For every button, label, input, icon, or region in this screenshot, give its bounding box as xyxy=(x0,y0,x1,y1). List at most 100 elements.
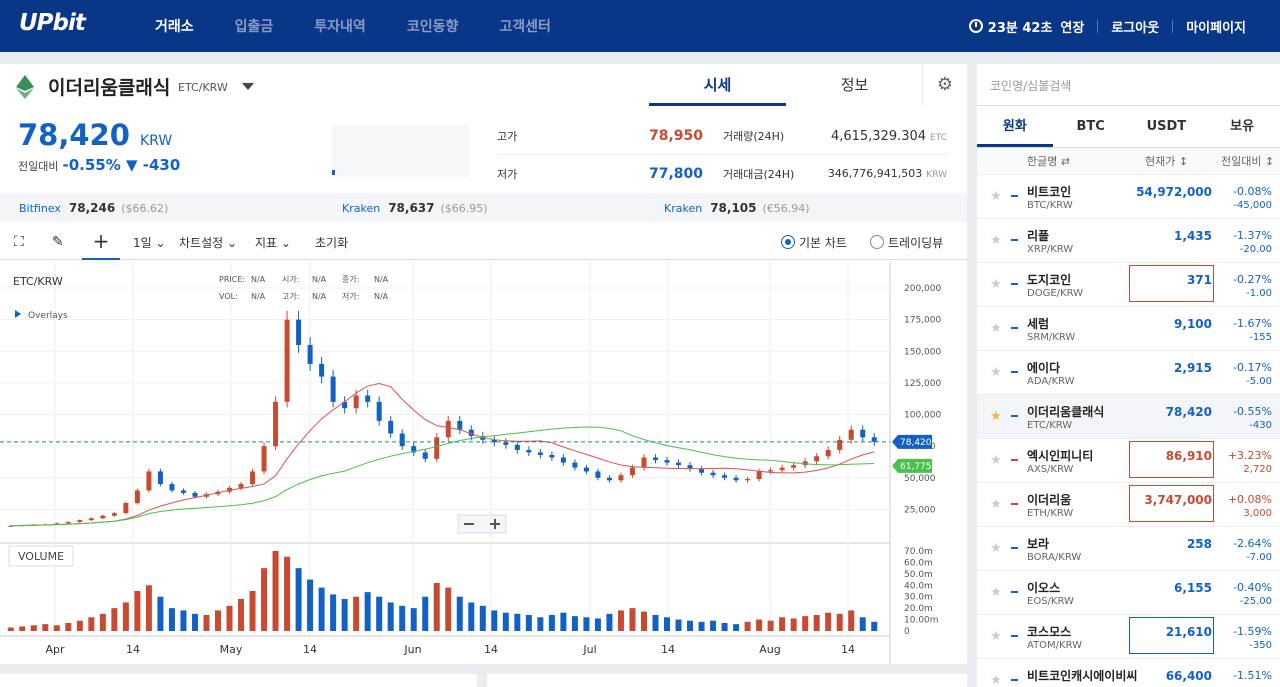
logout-button[interactable]: 로그아웃 xyxy=(1111,20,1160,36)
volume-bar xyxy=(721,623,728,631)
coin-name[interactable]: 이더리움클래식 xyxy=(48,77,171,99)
coin-name: 이더리움 xyxy=(1027,493,1072,507)
coin-price: 78,420 xyxy=(1165,405,1212,419)
mypage-button[interactable]: 마이페이지 xyxy=(1186,20,1246,36)
x-tick-label: Apr xyxy=(45,643,65,656)
col-name[interactable]: 한글명 ⇄ xyxy=(1027,155,1071,168)
radio-icon xyxy=(870,235,884,249)
market-row[interactable]: ★ 이오스 EOS/KRW 6,155 -0.40% -25.00 xyxy=(977,571,1280,615)
volume-tick-label: 10.00m xyxy=(904,616,939,626)
volume-tick-label: 50.0m xyxy=(904,570,933,580)
favorite-star-icon[interactable]: ★ xyxy=(990,497,1002,512)
tab-usdt[interactable]: USDT xyxy=(1146,119,1187,134)
interval-select[interactable]: 1일 ⌄ xyxy=(133,236,166,250)
candlestick-chart[interactable]: 200,000175,000150,000125,000100,00075,00… xyxy=(0,261,967,664)
reset-button[interactable]: 초기화 xyxy=(315,236,349,250)
candle-body xyxy=(273,401,279,447)
market-row[interactable]: ★ 비트코인캐시에이비씨 66,400 -1.51% xyxy=(977,659,1280,687)
favorite-star-icon[interactable]: ★ xyxy=(990,409,1002,424)
favorite-star-icon[interactable]: ★ xyxy=(990,189,1002,204)
favorite-star-icon[interactable]: ★ xyxy=(990,233,1002,248)
exchange-price-item[interactable]: Kraken 78,105 (€56.94) xyxy=(664,201,810,215)
col-change[interactable]: 전일대비 ↕ xyxy=(1221,155,1275,168)
favorite-star-icon[interactable]: ★ xyxy=(990,277,1002,292)
volume-bar xyxy=(238,599,245,631)
exchange-price-item[interactable]: Bitfinex 78,246 ($66.62) xyxy=(19,201,168,215)
pencil-icon[interactable]: ✎ xyxy=(52,234,64,250)
tab-krw[interactable]: 원화 xyxy=(977,106,1053,147)
upbit-logo[interactable]: UPbit xyxy=(19,10,86,36)
price-value: 78,420 xyxy=(18,118,130,152)
tab-btc[interactable]: BTC xyxy=(1076,119,1105,134)
market-row[interactable]: ★ 보라 BORA/KRW 258 -2.64% -7.00 xyxy=(977,527,1280,571)
volume-bar xyxy=(560,612,567,631)
coin-change: -5.00 xyxy=(1246,376,1272,387)
price-chart[interactable]: 200,000175,000150,000125,000100,00075,00… xyxy=(0,261,967,664)
exchange-price-item[interactable]: Kraken 78,637 ($66.95) xyxy=(342,201,488,215)
volume-tick-label: 40.0m xyxy=(904,581,933,591)
tradingview-radio[interactable]: 트레이딩뷰 xyxy=(870,234,943,251)
volume-bar xyxy=(53,625,60,631)
coin-name: 엑시인피니티 xyxy=(1027,449,1094,463)
nav-deposit[interactable]: 입출금 xyxy=(234,19,274,35)
nav-exchange[interactable]: 거래소 xyxy=(155,19,194,35)
volume-bar xyxy=(790,618,797,631)
market-row[interactable]: ★ 에이다 ADA/KRW 2,915 -0.17% -5.00 xyxy=(977,351,1280,395)
amount-unit: KRW xyxy=(926,170,947,180)
extend-button[interactable]: 연장 xyxy=(1060,20,1085,36)
nav-trends[interactable]: 코인동향 xyxy=(406,19,459,35)
ethereum-classic-icon xyxy=(16,75,34,99)
market-row[interactable]: ★ 이더리움 ETH/KRW 3,747,000 +0.08% 3,000 xyxy=(977,483,1280,527)
price-unit: KRW xyxy=(140,133,173,149)
volume-label: VOLUME xyxy=(18,550,64,563)
fullscreen-icon[interactable]: ⛶ xyxy=(14,234,24,250)
volume-bar xyxy=(502,612,509,631)
favorite-star-icon[interactable]: ★ xyxy=(990,673,1002,687)
favorite-star-icon[interactable]: ★ xyxy=(990,365,1002,380)
volume-bar xyxy=(261,568,268,631)
coin-dropdown-icon[interactable] xyxy=(242,83,254,90)
candle-body xyxy=(848,429,854,440)
market-row[interactable]: ★ 이더리움클래식 ETC/KRW 78,420 -0.55% -430 xyxy=(977,395,1280,439)
volume-bar xyxy=(583,617,590,631)
chart-settings-select[interactable]: 차트설정 ⌄ xyxy=(179,236,238,250)
coin-change: -20.00 xyxy=(1239,244,1272,255)
volume-bar xyxy=(399,605,406,631)
nav-support[interactable]: 고객센터 xyxy=(499,19,551,35)
favorite-star-icon[interactable]: ★ xyxy=(990,541,1002,556)
y-tick-label: 50,000 xyxy=(904,474,936,484)
market-row[interactable]: ★ 세럼 SRM/KRW 9,100 -1.67% -155 xyxy=(977,307,1280,351)
basic-chart-radio[interactable]: 기본 차트 xyxy=(781,234,847,251)
trend-mark xyxy=(1011,195,1018,197)
favorite-star-icon[interactable]: ★ xyxy=(990,585,1002,600)
indicator-select[interactable]: 지표 ⌄ xyxy=(255,236,291,250)
favorite-star-icon[interactable]: ★ xyxy=(990,321,1002,336)
tab-holdings[interactable]: 보유 xyxy=(1230,119,1255,134)
volume-label-box xyxy=(8,545,74,567)
volume-bar xyxy=(698,621,705,631)
tab-info[interactable]: 정보 xyxy=(840,76,869,94)
candle-body xyxy=(411,446,417,453)
nav-investments[interactable]: 투자내역 xyxy=(314,19,366,35)
change-amount: ▼ -430 xyxy=(125,156,181,174)
favorite-star-icon[interactable]: ★ xyxy=(990,629,1002,644)
coin-price: 6,155 xyxy=(1174,581,1212,595)
volume-bar xyxy=(514,613,521,631)
tab-quote[interactable]: 시세 xyxy=(649,64,786,106)
ohlc-label: N/A xyxy=(251,292,266,301)
gear-icon[interactable]: ⚙ xyxy=(922,64,967,106)
crosshair-icon[interactable]: + xyxy=(82,224,120,260)
favorite-star-icon[interactable]: ★ xyxy=(990,453,1002,468)
market-row[interactable]: ★ 비트코인 BTC/KRW 54,972,000 -0.08% -45,000 xyxy=(977,175,1280,219)
session-area: 23분 42초 연장 로그아웃 마이페이지 xyxy=(968,0,1246,52)
market-row[interactable]: ★ 코스모스 ATOM/KRW 21,610 -1.59% -350 xyxy=(977,615,1280,659)
coin-search-input[interactable]: 코인명/심볼검색 xyxy=(977,64,1280,106)
market-row[interactable]: ★ 도지코인 DOGE/KRW 371 -0.27% -1.00 xyxy=(977,263,1280,307)
coin-change: -155 xyxy=(1249,332,1272,343)
market-row[interactable]: ★ 엑시인피니티 AXS/KRW 86,910 +3.23% 2,720 xyxy=(977,439,1280,483)
candle-body xyxy=(779,467,785,471)
market-row[interactable]: ★ 리플 XRP/KRW 1,435 -1.37% -20.00 xyxy=(977,219,1280,263)
volume-bar xyxy=(226,605,233,631)
indicator-label: 지표 xyxy=(255,236,278,250)
col-price[interactable]: 현재가 ↕ xyxy=(1145,155,1189,168)
